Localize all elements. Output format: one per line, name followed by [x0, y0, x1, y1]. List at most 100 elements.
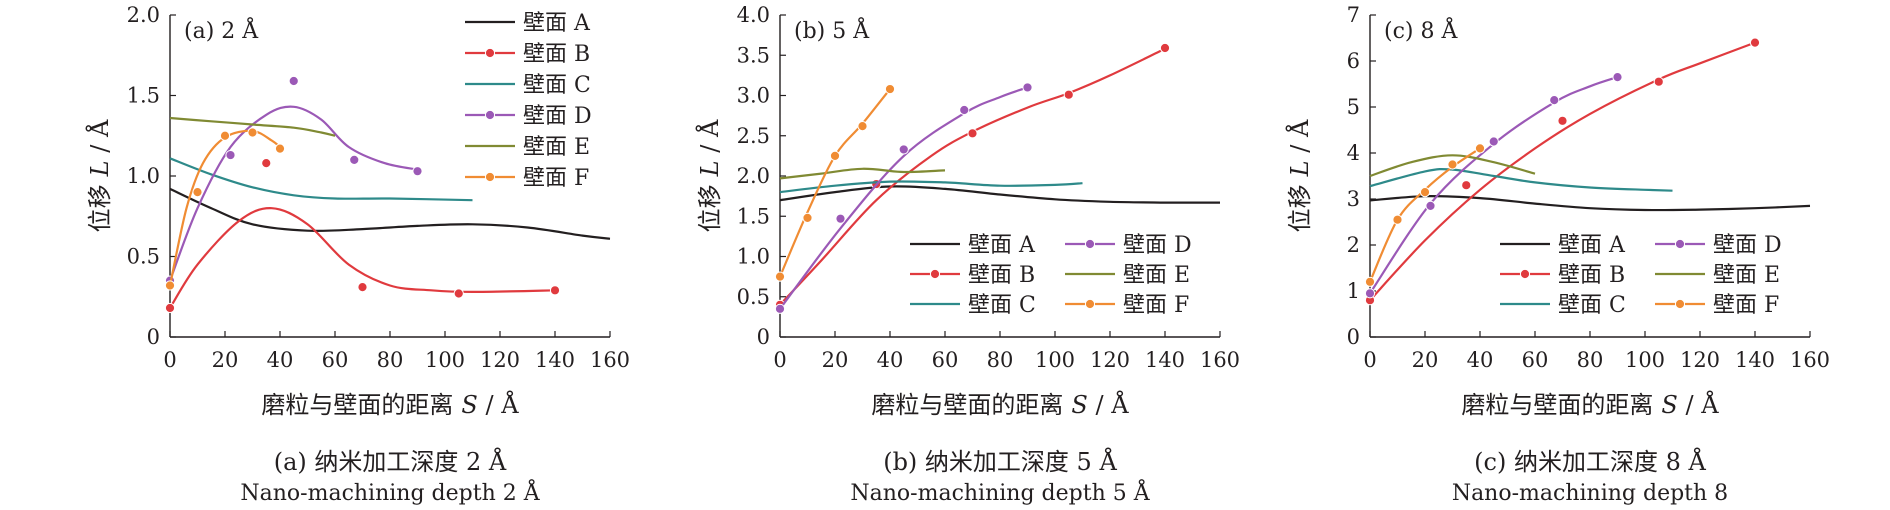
- series-line-e: [1369, 154, 1536, 178]
- x-axis-title-text: 磨粒与壁面的距离: [871, 391, 1063, 419]
- chart-panel: 0 20 40 60 80 100 120 140 160 0 0.5 1.0 1.5 2.0 2.5 3.0…: [695, 3, 1240, 506]
- legend-label-f: 壁面 F: [1713, 293, 1779, 318]
- data-point-f: [1419, 187, 1431, 198]
- legend-label-c: 壁面 C: [1558, 293, 1626, 318]
- x-axis-title-var: S: [1071, 391, 1087, 419]
- panel-caption-en: Nano-machining depth 8: [1452, 481, 1728, 506]
- series-line-a: [1369, 195, 1811, 212]
- data-point-b: [261, 158, 272, 169]
- x-tick-label: 20: [1412, 348, 1439, 372]
- data-point-f: [164, 280, 176, 291]
- legend-marker-f: [1084, 298, 1096, 310]
- y-tick-label: 1.0: [127, 164, 160, 188]
- y-tick-label: 5: [1347, 95, 1360, 119]
- y-tick-label: 4: [1347, 141, 1360, 165]
- y-axis-title-var: L: [696, 160, 724, 177]
- panel-label: (c) 8 Å: [1384, 16, 1458, 44]
- data-point-d: [898, 144, 909, 155]
- data-point-f: [247, 127, 258, 138]
- y-tick-label: 0.5: [127, 245, 160, 269]
- legend: 壁面 A 壁面 B 壁面 C 壁面 D 壁面 E 壁面 F: [910, 233, 1192, 318]
- y-axis-title-text: 位移: [86, 184, 114, 232]
- y-tick-label: 1.5: [737, 204, 770, 228]
- data-point-b: [967, 128, 978, 139]
- data-point-b: [1063, 89, 1074, 100]
- series-line-e: [779, 167, 946, 180]
- legend-label-d: 壁面 D: [523, 104, 592, 129]
- data-point-d: [225, 149, 236, 161]
- data-point-d: [1022, 82, 1033, 93]
- x-tick-label: 40: [267, 348, 294, 372]
- x-tick-label: 0: [1363, 348, 1376, 372]
- data-point-b: [1461, 180, 1472, 191]
- panel-caption-cn: (b) 纳米加工深度 5 Å: [883, 447, 1117, 476]
- x-tick-label: 20: [212, 348, 239, 372]
- x-axis-title: 磨粒与壁面的距离 S / Å: [1461, 390, 1719, 419]
- data-point-d: [959, 104, 970, 116]
- chart-panel: 0 20 40 60 80 100 120 140 160 0 0.5 1.0 1.5 2.0 磨粒与壁面的…: [85, 3, 630, 506]
- x-tick-label: 160: [590, 348, 630, 372]
- data-point-f: [884, 83, 896, 95]
- x-tick-label: 0: [163, 348, 176, 372]
- data-point-b: [453, 288, 464, 299]
- y-tick-label: 4.0: [737, 3, 770, 27]
- y-axis-title-text: 位移: [696, 184, 724, 232]
- legend-label-d: 壁面 D: [1123, 233, 1192, 258]
- data-point-d: [774, 303, 786, 314]
- x-tick-label: 160: [1200, 348, 1240, 372]
- x-tick-label: 60: [1522, 348, 1549, 372]
- data-point-f: [1364, 276, 1376, 287]
- x-tick-label: 20: [822, 348, 849, 372]
- data-point-b: [1159, 42, 1171, 54]
- data-point-d: [1549, 95, 1560, 106]
- legend-label-c: 壁面 C: [968, 293, 1036, 318]
- x-axis-title-text: 磨粒与壁面的距离: [261, 391, 453, 419]
- y-tick-label: 0: [757, 325, 770, 349]
- panel-caption-cn: (c) 纳米加工深度 8 Å: [1474, 447, 1706, 476]
- x-tick-label: 120: [480, 348, 520, 372]
- legend-marker-b: [1519, 268, 1531, 280]
- legend-label-a: 壁面 A: [968, 233, 1036, 258]
- x-tick-label: 100: [1035, 348, 1075, 372]
- data-point-f: [802, 212, 813, 223]
- series-line-b: [169, 207, 556, 309]
- legend: 壁面 A 壁面 B 壁面 C 壁面 D 壁面 E 壁面 F: [465, 11, 592, 191]
- data-point-f: [829, 150, 841, 161]
- data-point-b: [1749, 37, 1761, 48]
- legend-marker-d: [484, 109, 496, 121]
- x-axis-title-unit: / Å: [1088, 390, 1129, 419]
- data-point-f: [192, 187, 203, 198]
- series-line-d: [168, 105, 418, 281]
- chart-panel: 0 20 40 60 80 100 120 140 160 0 1 2 3 4 5 6 7 磨粒与壁面的距离 S /…: [1285, 3, 1830, 506]
- series-line-e: [169, 116, 336, 137]
- series-line-d: [1369, 76, 1618, 294]
- data-point-b: [164, 302, 176, 314]
- series-line-a: [779, 185, 1221, 204]
- x-axis-title-unit: / Å: [1678, 390, 1719, 419]
- y-tick-label: 1: [1347, 279, 1360, 303]
- data-point-d: [412, 166, 423, 177]
- legend-label-a: 壁面 A: [1558, 233, 1626, 258]
- series-line-c: [1369, 167, 1673, 192]
- y-axis-title-unit: / Å: [1285, 119, 1314, 160]
- legend-label-f: 壁面 F: [1123, 293, 1189, 318]
- x-tick-label: 140: [1735, 348, 1775, 372]
- data-point-b: [1557, 115, 1568, 126]
- y-tick-label: 3: [1347, 187, 1360, 211]
- y-tick-label: 3.0: [737, 84, 770, 108]
- x-tick-label: 100: [425, 348, 465, 372]
- y-tick-label: 7: [1347, 3, 1360, 27]
- legend-marker-b: [929, 268, 941, 280]
- legend-label-f: 壁面 F: [523, 166, 589, 191]
- x-axis-title-text: 磨粒与壁面的距离: [1461, 391, 1653, 419]
- y-axis-title-unit: / Å: [85, 119, 114, 160]
- legend-label-b: 壁面 B: [523, 42, 590, 67]
- y-tick-label: 1.5: [127, 84, 160, 108]
- x-axis-title-unit: / Å: [478, 390, 519, 419]
- y-tick-label: 2.0: [127, 3, 160, 27]
- data-point-f: [274, 143, 286, 154]
- series-line-b: [1369, 41, 1756, 301]
- x-tick-label: 40: [1467, 348, 1494, 372]
- y-tick-label: 1.0: [737, 245, 770, 269]
- x-tick-label: 80: [1577, 348, 1604, 372]
